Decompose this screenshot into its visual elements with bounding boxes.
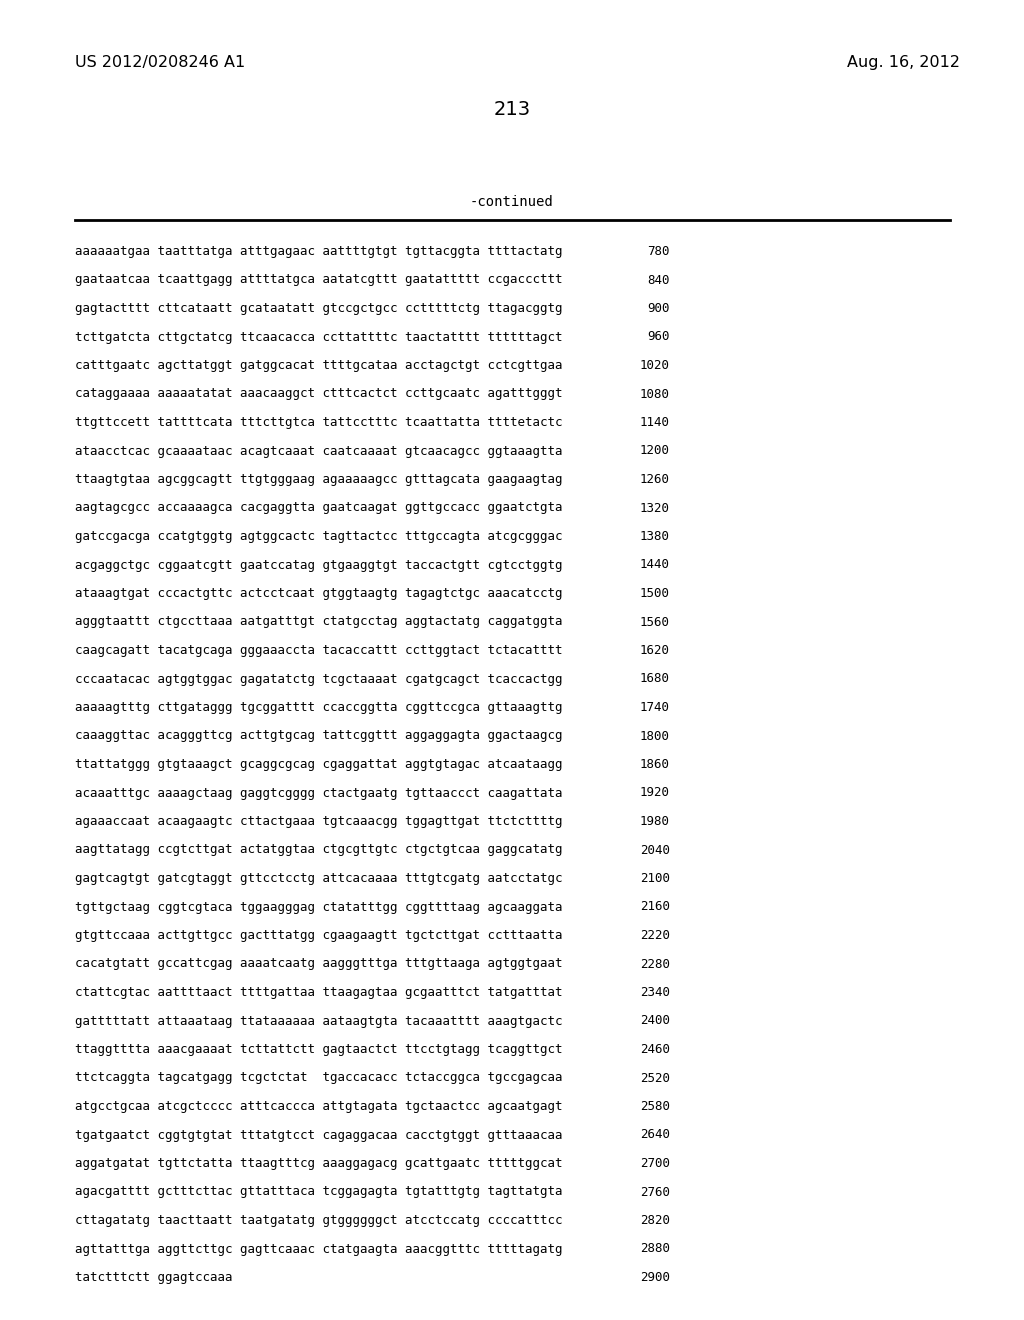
Text: ttgttccett tattttcata tttcttgtca tattcctttc tcaattatta ttttetactc: ttgttccett tattttcata tttcttgtca tattcct… <box>75 416 562 429</box>
Text: acgaggctgc cggaatcgtt gaatccatag gtgaaggtgt taccactgtt cgtcctggtg: acgaggctgc cggaatcgtt gaatccatag gtgaagg… <box>75 558 562 572</box>
Text: gagtcagtgt gatcgtaggt gttcctcctg attcacaaaa tttgtcgatg aatcctatgc: gagtcagtgt gatcgtaggt gttcctcctg attcaca… <box>75 873 562 884</box>
Text: 2880: 2880 <box>640 1242 670 1255</box>
Text: aagttatagg ccgtcttgat actatggtaa ctgcgttgtc ctgctgtcaa gaggcatatg: aagttatagg ccgtcttgat actatggtaa ctgcgtt… <box>75 843 562 857</box>
Text: ttctcaggta tagcatgagg tcgctctat  tgaccacacc tctaccggca tgccgagcaa: ttctcaggta tagcatgagg tcgctctat tgaccaca… <box>75 1072 562 1085</box>
Text: 1380: 1380 <box>640 531 670 543</box>
Text: aaaaaatgaa taatttatga atttgagaac aattttgtgt tgttacggta ttttactatg: aaaaaatgaa taatttatga atttgagaac aattttg… <box>75 246 562 257</box>
Text: caaaggttac acagggttcg acttgtgcag tattcggttt aggaggagta ggactaagcg: caaaggttac acagggttcg acttgtgcag tattcgg… <box>75 730 562 742</box>
Text: 1860: 1860 <box>640 758 670 771</box>
Text: 1440: 1440 <box>640 558 670 572</box>
Text: ataaagtgat cccactgttc actcctcaat gtggtaagtg tagagtctgc aaacatcctg: ataaagtgat cccactgttc actcctcaat gtggtaa… <box>75 587 562 601</box>
Text: 213: 213 <box>494 100 530 119</box>
Text: ataacctcac gcaaaataac acagtcaaat caatcaaaat gtcaacagcc ggtaaagtta: ataacctcac gcaaaataac acagtcaaat caatcaa… <box>75 445 562 458</box>
Text: tcttgatcta cttgctatcg ttcaacacca ccttattttc taactatttt ttttttagct: tcttgatcta cttgctatcg ttcaacacca ccttatt… <box>75 330 562 343</box>
Text: gatttttatt attaaataag ttataaaaaa aataagtgta tacaaatttt aaagtgactc: gatttttatt attaaataag ttataaaaaa aataagt… <box>75 1015 562 1027</box>
Text: Aug. 16, 2012: Aug. 16, 2012 <box>847 55 961 70</box>
Text: cacatgtatt gccattcgag aaaatcaatg aagggtttga tttgttaaga agtggtgaat: cacatgtatt gccattcgag aaaatcaatg aagggtt… <box>75 957 562 970</box>
Text: acaaatttgc aaaagctaag gaggtcgggg ctactgaatg tgttaaccct caagattata: acaaatttgc aaaagctaag gaggtcgggg ctactga… <box>75 787 562 800</box>
Text: cccaatacac agtggtggac gagatatctg tcgctaaaat cgatgcagct tcaccactgg: cccaatacac agtggtggac gagatatctg tcgctaa… <box>75 672 562 685</box>
Text: ctattcgtac aattttaact ttttgattaa ttaagagtaa gcgaatttct tatgatttat: ctattcgtac aattttaact ttttgattaa ttaagag… <box>75 986 562 999</box>
Text: tatctttctt ggagtccaaa: tatctttctt ggagtccaaa <box>75 1271 232 1284</box>
Text: 1140: 1140 <box>640 416 670 429</box>
Text: cataggaaaa aaaaatatat aaacaaggct ctttcactct ccttgcaatc agatttgggt: cataggaaaa aaaaatatat aaacaaggct ctttcac… <box>75 388 562 400</box>
Text: 2520: 2520 <box>640 1072 670 1085</box>
Text: gtgttccaaa acttgttgcc gactttatgg cgaagaagtt tgctcttgat cctttaatta: gtgttccaaa acttgttgcc gactttatgg cgaagaa… <box>75 929 562 942</box>
Text: 2900: 2900 <box>640 1271 670 1284</box>
Text: 840: 840 <box>647 273 670 286</box>
Text: catttgaatc agcttatggt gatggcacat ttttgcataa acctagctgt cctcgttgaa: catttgaatc agcttatggt gatggcacat ttttgca… <box>75 359 562 372</box>
Text: caagcagatt tacatgcaga gggaaaccta tacaccattt ccttggtact tctacatttt: caagcagatt tacatgcaga gggaaaccta tacacca… <box>75 644 562 657</box>
Text: -continued: -continued <box>470 195 554 209</box>
Text: tgttgctaag cggtcgtaca tggaagggag ctatatttgg cggttttaag agcaaggata: tgttgctaag cggtcgtaca tggaagggag ctatatt… <box>75 900 562 913</box>
Text: 1500: 1500 <box>640 587 670 601</box>
Text: agaaaccaat acaagaagtc cttactgaaa tgtcaaacgg tggagttgat ttctcttttg: agaaaccaat acaagaagtc cttactgaaa tgtcaaa… <box>75 814 562 828</box>
Text: 1260: 1260 <box>640 473 670 486</box>
Text: 1740: 1740 <box>640 701 670 714</box>
Text: 2820: 2820 <box>640 1214 670 1228</box>
Text: 2220: 2220 <box>640 929 670 942</box>
Text: 2040: 2040 <box>640 843 670 857</box>
Text: gagtactttt cttcataatt gcataatatt gtccgctgcc cctttttctg ttagacggtg: gagtactttt cttcataatt gcataatatt gtccgct… <box>75 302 562 315</box>
Text: 1560: 1560 <box>640 615 670 628</box>
Text: cttagatatg taacttaatt taatgatatg gtggggggct atcctccatg ccccatttcc: cttagatatg taacttaatt taatgatatg gtggggg… <box>75 1214 562 1228</box>
Text: aaaaagtttg cttgataggg tgcggatttt ccaccggtta cggttccgca gttaaagttg: aaaaagtttg cttgataggg tgcggatttt ccaccgg… <box>75 701 562 714</box>
Text: 1620: 1620 <box>640 644 670 657</box>
Text: 2280: 2280 <box>640 957 670 970</box>
Text: 1200: 1200 <box>640 445 670 458</box>
Text: 2100: 2100 <box>640 873 670 884</box>
Text: ttaagtgtaa agcggcagtt ttgtgggaag agaaaaagcc gtttagcata gaagaagtag: ttaagtgtaa agcggcagtt ttgtgggaag agaaaaa… <box>75 473 562 486</box>
Text: 1920: 1920 <box>640 787 670 800</box>
Text: ttattatggg gtgtaaagct gcaggcgcag cgaggattat aggtgtagac atcaataagg: ttattatggg gtgtaaagct gcaggcgcag cgaggat… <box>75 758 562 771</box>
Text: 1080: 1080 <box>640 388 670 400</box>
Text: 2160: 2160 <box>640 900 670 913</box>
Text: aagtagcgcc accaaaagca cacgaggtta gaatcaagat ggttgccacc ggaatctgta: aagtagcgcc accaaaagca cacgaggtta gaatcaa… <box>75 502 562 515</box>
Text: 2400: 2400 <box>640 1015 670 1027</box>
Text: 2580: 2580 <box>640 1100 670 1113</box>
Text: 900: 900 <box>647 302 670 315</box>
Text: 2760: 2760 <box>640 1185 670 1199</box>
Text: 2340: 2340 <box>640 986 670 999</box>
Text: aggatgatat tgttctatta ttaagtttcg aaaggagacg gcattgaatc tttttggcat: aggatgatat tgttctatta ttaagtttcg aaaggag… <box>75 1158 562 1170</box>
Text: atgcctgcaa atcgctcccc atttcaccca attgtagata tgctaactcc agcaatgagt: atgcctgcaa atcgctcccc atttcaccca attgtag… <box>75 1100 562 1113</box>
Text: 1320: 1320 <box>640 502 670 515</box>
Text: 1020: 1020 <box>640 359 670 372</box>
Text: 1800: 1800 <box>640 730 670 742</box>
Text: agacgatttt gctttcttac gttatttaca tcggagagta tgtatttgtg tagttatgta: agacgatttt gctttcttac gttatttaca tcggaga… <box>75 1185 562 1199</box>
Text: gaataatcaa tcaattgagg attttatgca aatatcgttt gaatattttt ccgacccttt: gaataatcaa tcaattgagg attttatgca aatatcg… <box>75 273 562 286</box>
Text: 1980: 1980 <box>640 814 670 828</box>
Text: gatccgacga ccatgtggtg agtggcactc tagttactcc tttgccagta atcgcgggac: gatccgacga ccatgtggtg agtggcactc tagttac… <box>75 531 562 543</box>
Text: 2700: 2700 <box>640 1158 670 1170</box>
Text: agttatttga aggttcttgc gagttcaaac ctatgaagta aaacggtttc tttttagatg: agttatttga aggttcttgc gagttcaaac ctatgaa… <box>75 1242 562 1255</box>
Text: US 2012/0208246 A1: US 2012/0208246 A1 <box>75 55 246 70</box>
Text: 960: 960 <box>647 330 670 343</box>
Text: 780: 780 <box>647 246 670 257</box>
Text: agggtaattt ctgccttaaa aatgatttgt ctatgcctag aggtactatg caggatggta: agggtaattt ctgccttaaa aatgatttgt ctatgcc… <box>75 615 562 628</box>
Text: 2460: 2460 <box>640 1043 670 1056</box>
Text: tgatgaatct cggtgtgtat tttatgtcct cagaggacaa cacctgtggt gtttaaacaa: tgatgaatct cggtgtgtat tttatgtcct cagagga… <box>75 1129 562 1142</box>
Text: 2640: 2640 <box>640 1129 670 1142</box>
Text: ttaggtttta aaacgaaaat tcttattctt gagtaactct ttcctgtagg tcaggttgct: ttaggtttta aaacgaaaat tcttattctt gagtaac… <box>75 1043 562 1056</box>
Text: 1680: 1680 <box>640 672 670 685</box>
